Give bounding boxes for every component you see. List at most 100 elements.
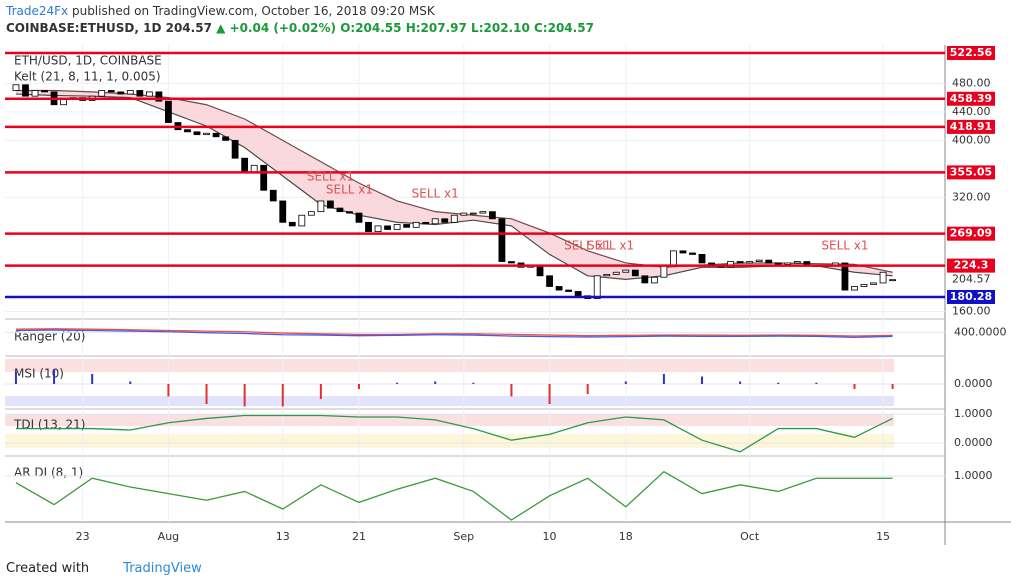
annotation: SELL x1 <box>587 238 634 252</box>
candle <box>279 200 287 223</box>
candle <box>870 282 877 285</box>
x-tick-label: 18 <box>619 530 633 543</box>
candle <box>145 91 153 97</box>
x-tick-label: Aug <box>158 530 179 543</box>
y-tick-label: 400.0000 <box>954 325 1007 338</box>
candle <box>222 136 229 141</box>
x-tick-label: 21 <box>352 530 366 543</box>
msi-upper-zone <box>5 359 894 372</box>
y-tick-label: 320.00 <box>952 190 991 203</box>
annotation: SELL x1 <box>307 170 354 184</box>
y-tick-label: 440.00 <box>952 105 991 118</box>
candle <box>660 264 668 278</box>
y-tick-label: 0.0000 <box>954 377 993 390</box>
candle <box>298 214 306 227</box>
candle <box>565 289 573 292</box>
level-label: 522.56 <box>950 46 993 59</box>
indicator-bar <box>701 376 704 384</box>
x-tick-label: 15 <box>876 530 890 543</box>
x-tick-label: 13 <box>276 530 290 543</box>
created: Created with <box>6 561 90 576</box>
indicator-bar <box>891 384 894 389</box>
indicator-bar <box>434 381 437 384</box>
candle <box>450 214 458 223</box>
pane-label: AR DI (8, 1) <box>14 466 83 480</box>
indicator-bar <box>14 371 17 384</box>
candle <box>41 90 48 93</box>
level-label: 418.91 <box>950 120 992 133</box>
candle <box>107 90 115 93</box>
indicator-bar <box>53 369 56 384</box>
y-tick-label: 1.0000 <box>954 407 993 420</box>
indicator-bar <box>472 382 475 384</box>
y-tick-label: 1.0000 <box>954 469 993 482</box>
y-tick-label: 480.00 <box>952 76 991 89</box>
indicator-label: Kelt (21, 8, 11, 1, 0.005) <box>14 70 161 84</box>
level-tag <box>947 258 995 273</box>
candle <box>889 279 896 282</box>
indicator-bar <box>624 381 627 384</box>
symbol: COINBASE:ETHUSD, 1D <box>6 21 162 35</box>
x-tick-label: Sep <box>453 530 474 543</box>
candle <box>12 84 20 91</box>
indicator-line <box>15 470 893 521</box>
candle <box>631 269 639 277</box>
candle <box>365 221 372 233</box>
candle <box>622 269 630 273</box>
candle <box>774 262 782 265</box>
annotation: SELL x1 <box>326 182 373 196</box>
header: Trade24Fx published on TradingView.com, … <box>6 3 594 37</box>
candle <box>860 283 868 287</box>
candle <box>508 261 515 264</box>
indicator-line <box>15 329 893 339</box>
candle <box>241 157 249 173</box>
indicator-bar <box>815 382 818 384</box>
candle <box>317 200 325 213</box>
candle <box>670 250 677 266</box>
candle <box>479 211 487 214</box>
indicator-bar <box>357 384 360 389</box>
author[interactable]: Trade24Fx <box>6 4 69 18</box>
annotation: SELL x1 <box>821 238 868 252</box>
level-tag <box>947 46 995 61</box>
brand[interactable]: TradingView <box>123 561 202 576</box>
candle <box>22 84 29 97</box>
candle <box>841 262 849 291</box>
level-label: 180.28 <box>950 290 992 303</box>
level-label: 355.05 <box>950 165 992 178</box>
candle <box>384 225 391 230</box>
candle <box>679 250 687 254</box>
candle <box>641 275 649 284</box>
candle <box>31 90 39 97</box>
footer: Created with TradingView <box>6 561 202 576</box>
indicator-bar <box>777 382 780 384</box>
candle <box>612 271 620 275</box>
indicator-bar <box>91 374 94 384</box>
candle <box>793 261 801 264</box>
candle <box>422 221 430 225</box>
level-label: 269.09 <box>950 227 992 240</box>
y-tick-label: 400.00 <box>952 133 991 146</box>
band-line <box>15 89 893 273</box>
candle <box>431 218 439 225</box>
level-tag <box>947 289 995 304</box>
candle <box>165 100 172 123</box>
last-price-label: 204.57 <box>952 273 991 286</box>
indicator-bar <box>129 381 132 384</box>
candle <box>269 189 277 202</box>
indicator-bar <box>319 384 322 399</box>
candle <box>327 200 334 209</box>
pane-label: TDI (13, 21) <box>13 418 85 432</box>
indicator-line <box>15 414 893 453</box>
annotation: SELL x1 <box>412 186 459 200</box>
indicator-bar <box>548 384 551 404</box>
candle <box>746 261 754 264</box>
level-label: 224.3 <box>954 259 989 272</box>
candle <box>460 212 468 216</box>
msi-lower-zone <box>5 396 894 406</box>
y-tick-label: 160.00 <box>952 304 991 317</box>
x-tick-label: 10 <box>543 530 557 543</box>
candle <box>307 211 315 216</box>
candle <box>698 254 706 264</box>
